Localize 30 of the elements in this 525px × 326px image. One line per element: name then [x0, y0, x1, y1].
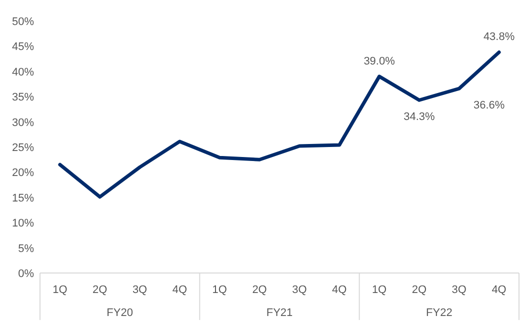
y-tick-label: 20% — [12, 167, 34, 180]
x-tick-label: 2Q — [92, 284, 108, 296]
x-tick-label: 2Q — [252, 284, 268, 296]
x-tick-label: 2Q — [412, 284, 427, 296]
x-tick-label: 3Q — [452, 284, 467, 296]
y-tick-label: 30% — [12, 116, 34, 129]
x-tick-label: 1Q — [52, 284, 68, 296]
y-tick-label: 5% — [18, 242, 34, 255]
text: FY20 — [106, 307, 133, 319]
y-tick-label: 15% — [12, 192, 34, 204]
data-label: 36.6% — [474, 100, 505, 112]
y-tick-label: 25% — [12, 142, 34, 154]
y-tick-label: 50% — [12, 16, 34, 28]
y-tick-label: 0% — [18, 268, 34, 280]
data-label: 34.3% — [404, 111, 436, 124]
x-tick-label: 3Q — [292, 284, 308, 296]
y-tick-label: 10% — [12, 218, 34, 230]
data-label: 43.8% — [483, 31, 515, 44]
y-tick-label: 35% — [12, 92, 34, 104]
data-label: 39.0% — [364, 55, 396, 68]
y-tick-label: 45% — [12, 41, 34, 54]
x-tick-label: 4Q — [332, 284, 348, 296]
x-tick-label: 4Q — [492, 284, 507, 296]
text: FY21 — [266, 307, 293, 319]
y-tick-label: 40% — [12, 66, 34, 78]
x-tick-label: 1Q — [372, 284, 388, 296]
text: FY22 — [426, 307, 452, 319]
x-tick-label: 3Q — [132, 284, 148, 296]
x-tick-label: 1Q — [212, 284, 228, 296]
x-tick-label: 4Q — [172, 284, 188, 296]
